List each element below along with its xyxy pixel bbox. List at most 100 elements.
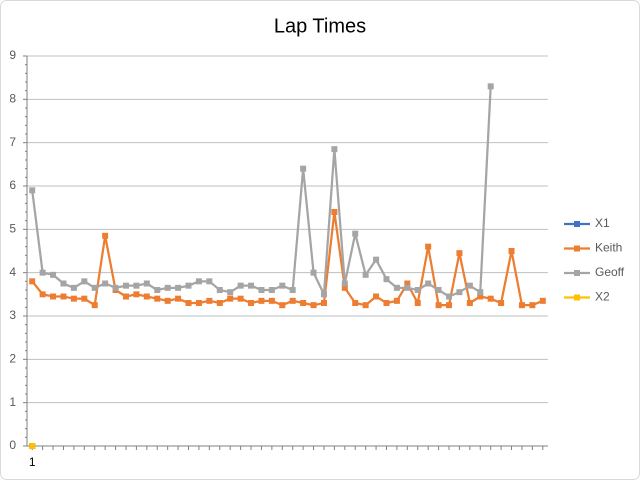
data-point: [102, 232, 109, 239]
y-tick-label: 1: [9, 395, 16, 409]
data-point: [154, 295, 161, 302]
y-tick-label: 6: [9, 178, 16, 192]
data-point: [39, 269, 46, 276]
data-point: [373, 293, 380, 300]
data-point: [237, 295, 244, 302]
legend-label: Keith: [595, 241, 622, 255]
data-point: [508, 248, 515, 254]
data-point: [435, 287, 442, 293]
data-point: [373, 256, 380, 263]
data-point: [393, 297, 400, 304]
y-tick-label: 7: [9, 135, 16, 149]
data-point: [143, 280, 150, 287]
data-point: [466, 300, 473, 306]
data-point: [362, 302, 369, 309]
data-point: [435, 302, 442, 309]
data-point: [133, 282, 140, 289]
y-tick-label: 9: [9, 48, 16, 62]
data-point: [50, 271, 57, 278]
legend-marker: [574, 294, 580, 301]
data-point: [279, 302, 286, 309]
data-point: [91, 302, 98, 309]
data-point: [383, 300, 390, 306]
data-point: [446, 293, 453, 300]
data-point: [258, 297, 265, 304]
data-point: [331, 209, 338, 215]
data-point: [206, 297, 213, 304]
data-point: [268, 297, 275, 304]
data-point: [29, 187, 36, 194]
data-point: [258, 287, 265, 293]
data-point: [539, 297, 546, 304]
data-point: [352, 300, 359, 306]
data-point: [91, 284, 98, 291]
data-point: [425, 243, 432, 250]
data-point: [195, 300, 202, 306]
data-point: [164, 297, 171, 304]
y-tick-label: 0: [9, 438, 16, 452]
data-point: [60, 280, 67, 287]
data-point: [102, 280, 109, 287]
data-point: [498, 300, 505, 306]
data-point: [393, 284, 400, 291]
data-point: [425, 280, 432, 287]
data-point: [341, 284, 348, 291]
data-point: [70, 284, 77, 291]
y-tick-label: 3: [9, 308, 16, 322]
data-point: [39, 291, 46, 298]
data-point: [227, 289, 234, 296]
legend-label: X1: [595, 216, 610, 230]
data-point: [216, 300, 223, 306]
data-point: [81, 278, 88, 285]
y-tick-label: 2: [9, 352, 16, 366]
x-tick-label: 1: [29, 455, 36, 469]
data-point: [268, 287, 275, 293]
legend-marker: [574, 221, 580, 227]
data-point: [456, 289, 463, 296]
data-point: [60, 293, 67, 300]
data-point: [122, 282, 129, 289]
data-point: [352, 230, 359, 237]
chart-title: Lap Times: [274, 15, 366, 37]
data-point: [195, 278, 202, 285]
data-point: [300, 165, 307, 172]
data-point: [122, 293, 129, 300]
data-point: [164, 284, 171, 291]
data-point: [29, 278, 36, 285]
data-point: [300, 300, 307, 306]
data-point: [477, 289, 484, 296]
data-point: [487, 295, 494, 302]
data-point: [487, 83, 494, 90]
data-point: [310, 302, 317, 309]
data-point: [185, 300, 192, 306]
data-point: [529, 302, 536, 309]
data-point: [414, 300, 421, 306]
data-point: [112, 284, 119, 291]
data-point: [414, 287, 421, 293]
data-point: [133, 291, 140, 298]
data-point: [206, 278, 213, 285]
data-point: [320, 300, 327, 306]
data-point: [341, 280, 348, 287]
data-point: [216, 287, 223, 293]
data-point: [227, 295, 234, 302]
data-point: [383, 276, 390, 283]
data-point: [237, 282, 244, 289]
data-point: [477, 293, 484, 300]
legend-label: Geoff: [595, 265, 625, 279]
data-point: [320, 291, 327, 298]
data-point: [154, 287, 161, 293]
data-point: [248, 300, 255, 306]
data-point: [362, 271, 369, 278]
data-point: [466, 282, 473, 289]
data-point: [143, 293, 150, 300]
data-point: [289, 297, 296, 304]
data-point: [331, 146, 338, 153]
data-point: [310, 269, 317, 276]
legend-label: X2: [595, 290, 610, 304]
legend-marker: [574, 270, 580, 276]
data-point: [29, 443, 36, 449]
legend-marker: [574, 245, 580, 252]
y-tick-label: 5: [9, 222, 16, 236]
